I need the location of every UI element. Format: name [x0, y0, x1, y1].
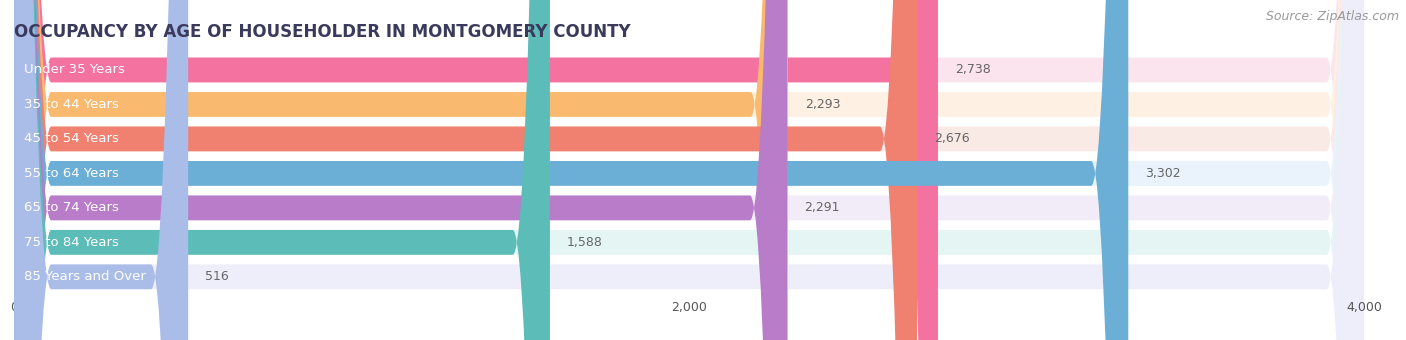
FancyBboxPatch shape [14, 0, 787, 340]
Text: 55 to 64 Years: 55 to 64 Years [24, 167, 120, 180]
FancyBboxPatch shape [14, 0, 1364, 340]
FancyBboxPatch shape [14, 0, 1364, 340]
Text: 65 to 74 Years: 65 to 74 Years [24, 201, 120, 215]
Text: 516: 516 [205, 270, 229, 283]
FancyBboxPatch shape [14, 0, 1364, 340]
Text: 3,302: 3,302 [1144, 167, 1181, 180]
FancyBboxPatch shape [14, 0, 787, 340]
Text: Source: ZipAtlas.com: Source: ZipAtlas.com [1265, 10, 1399, 23]
FancyBboxPatch shape [14, 0, 1364, 340]
Text: 1,588: 1,588 [567, 236, 603, 249]
FancyBboxPatch shape [14, 0, 550, 340]
Text: 45 to 54 Years: 45 to 54 Years [24, 132, 120, 146]
FancyBboxPatch shape [14, 0, 917, 340]
Text: 2,291: 2,291 [804, 201, 839, 215]
Text: 2,676: 2,676 [934, 132, 970, 146]
FancyBboxPatch shape [14, 0, 1364, 340]
FancyBboxPatch shape [14, 0, 938, 340]
FancyBboxPatch shape [14, 0, 1128, 340]
Text: 75 to 84 Years: 75 to 84 Years [24, 236, 120, 249]
Text: 85 Years and Over: 85 Years and Over [24, 270, 146, 283]
Text: 2,293: 2,293 [804, 98, 841, 111]
Text: OCCUPANCY BY AGE OF HOUSEHOLDER IN MONTGOMERY COUNTY: OCCUPANCY BY AGE OF HOUSEHOLDER IN MONTG… [14, 23, 631, 41]
Text: 2,738: 2,738 [955, 64, 991, 76]
Text: 35 to 44 Years: 35 to 44 Years [24, 98, 120, 111]
FancyBboxPatch shape [14, 0, 1364, 340]
Text: Under 35 Years: Under 35 Years [24, 64, 125, 76]
FancyBboxPatch shape [14, 0, 188, 340]
FancyBboxPatch shape [14, 0, 1364, 340]
